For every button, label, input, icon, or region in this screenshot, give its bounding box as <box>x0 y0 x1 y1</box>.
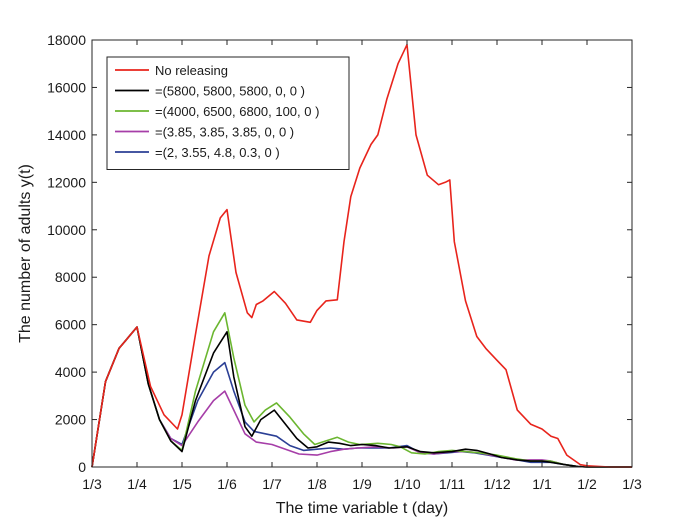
y-tick-label: 12000 <box>47 174 86 190</box>
y-tick-label: 18000 <box>47 32 86 48</box>
x-tick-label: 1/3 <box>82 476 102 492</box>
x-tick-label: 1/8 <box>307 476 327 492</box>
legend-box <box>106 56 350 170</box>
legend-label: No releasing <box>155 63 228 78</box>
plot-lines <box>91 43 632 468</box>
y-tick-label: 0 <box>78 459 86 475</box>
y-tick-label: 8000 <box>55 269 86 285</box>
x-tick-label: 1/6 <box>217 476 237 492</box>
x-tick-label: 1/2 <box>577 476 597 492</box>
x-tick-label: 1/11 <box>439 476 465 492</box>
y-tick-label: 14000 <box>47 127 86 143</box>
x-tick-label: 1/10 <box>393 476 420 492</box>
x-tick-label: 1/5 <box>172 476 192 492</box>
legend-label: =(2, 3.55, 4.8, 0.3, 0 ) <box>155 145 280 160</box>
x-tick-label: 1/7 <box>262 476 282 492</box>
series-line-1 <box>91 326 632 468</box>
x-tick-label: 1/4 <box>127 476 147 492</box>
x-tick-label: 1/12 <box>483 476 510 492</box>
axis-tick-labels: 1/3 1/4 1/5 1/6 1/7 1/8 1/9 1/10 1/11 1/12 1/1 1/2 1… <box>47 32 642 492</box>
y-tick-label: 2000 <box>55 412 86 428</box>
y-axis-label: The number of adults y(t) <box>17 164 34 343</box>
y-tick-label: 4000 <box>55 364 86 380</box>
y-tick-label: 10000 <box>47 222 86 238</box>
x-tick-label: 1/9 <box>352 476 372 492</box>
y-tick-label: 6000 <box>55 317 86 333</box>
y-tick-label: 16000 <box>47 79 86 95</box>
legend: No releasing =(5800, 5800, 5800, 0, 0 ) =(… <box>106 56 350 170</box>
series-line-0 <box>91 43 632 468</box>
x-axis-label: The time variable t (day) <box>276 500 449 517</box>
legend-label: =(5800, 5800, 5800, 0, 0 ) <box>155 84 305 99</box>
legend-label: =(3.85, 3.85, 3.85, 0, 0 ) <box>155 125 294 140</box>
axis-ticks <box>91 39 633 468</box>
legend-label: =(4000, 6500, 6800, 100, 0 ) <box>155 104 319 119</box>
x-tick-label: 1/1 <box>532 476 552 492</box>
x-tick-label: 1/3 <box>622 476 642 492</box>
